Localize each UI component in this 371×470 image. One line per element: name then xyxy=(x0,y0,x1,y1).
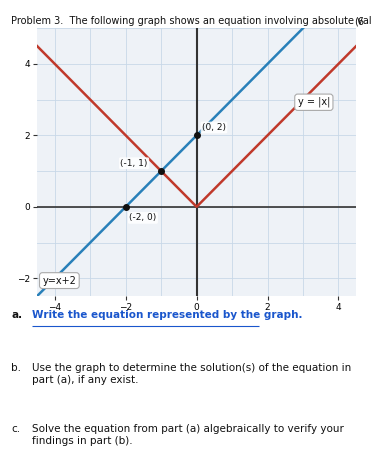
Text: (-2, 0): (-2, 0) xyxy=(129,213,157,222)
Text: y=x+2: y=x+2 xyxy=(42,275,76,286)
Text: c.: c. xyxy=(11,424,20,434)
Text: (6: (6 xyxy=(354,16,364,26)
Text: (0, 2): (0, 2) xyxy=(202,123,226,132)
Text: b.: b. xyxy=(11,363,21,373)
Text: a.: a. xyxy=(11,310,22,321)
Text: Write the equation represented by the graph.: Write the equation represented by the gr… xyxy=(32,310,303,321)
Text: Use the graph to determine the solution(s) of the equation in part (a), if any e: Use the graph to determine the solution(… xyxy=(32,363,351,384)
Text: Problem 3.  The following graph shows an equation involving absolute value.: Problem 3. The following graph shows an … xyxy=(11,16,371,26)
Text: y = |x|: y = |x| xyxy=(298,97,330,108)
Text: Solve the equation from part (a) algebraically to verify your findings in part (: Solve the equation from part (a) algebra… xyxy=(32,424,344,446)
Text: (-1, 1): (-1, 1) xyxy=(121,159,148,168)
